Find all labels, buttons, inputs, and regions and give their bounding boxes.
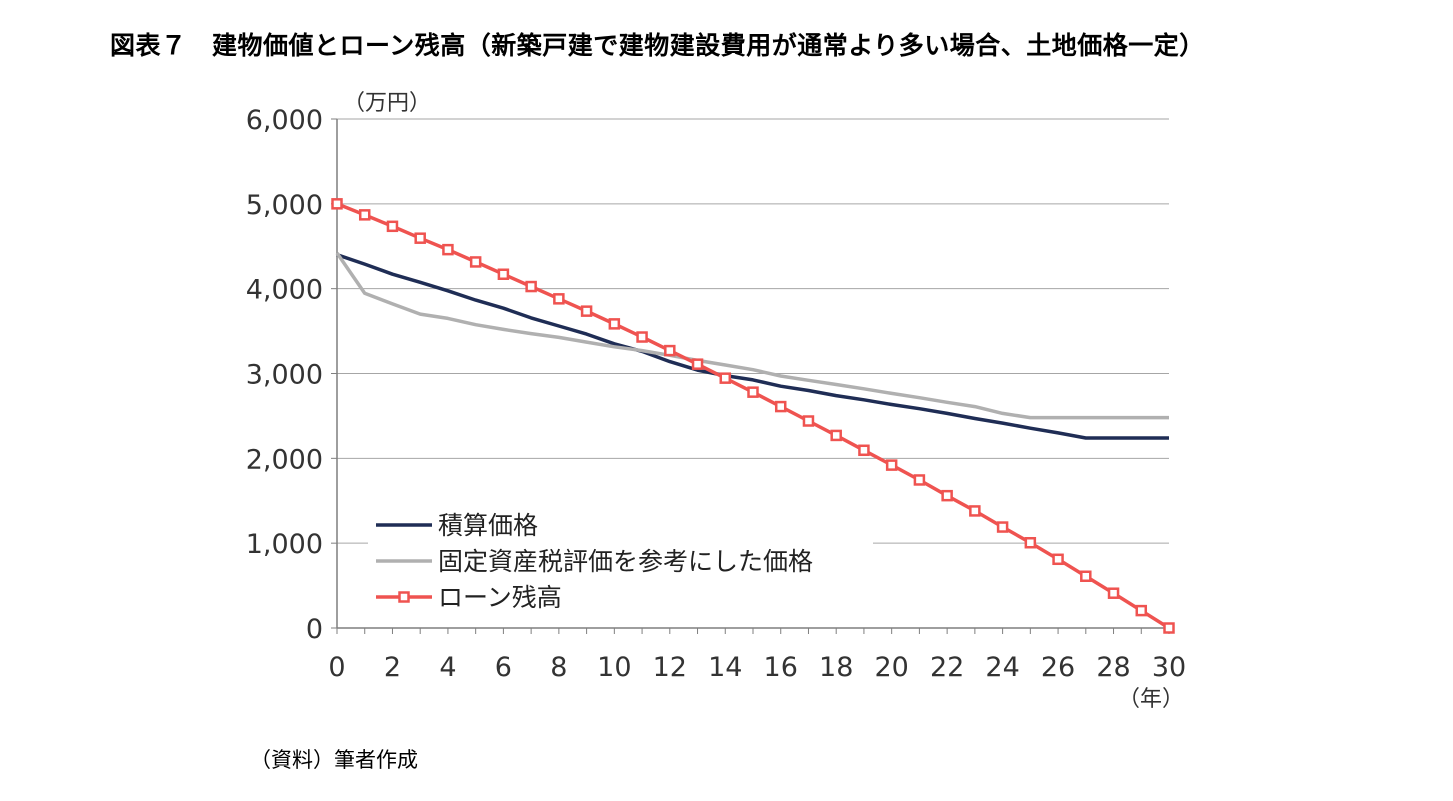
legend-label: ローン残高	[438, 583, 562, 612]
data-point-marker	[691, 358, 704, 370]
x-tick-label: 22	[930, 652, 964, 683]
x-tick-label: 8	[550, 652, 567, 683]
data-point-marker	[525, 280, 537, 293]
data-point-marker	[497, 268, 510, 280]
x-tick-label: 18	[819, 652, 853, 683]
data-point-marker	[331, 198, 343, 210]
data-point-marker	[580, 305, 593, 317]
data-point-marker	[1135, 604, 1148, 617]
data-point-marker	[608, 318, 621, 330]
x-tick-label: 24	[985, 652, 1019, 683]
data-point-marker	[941, 489, 953, 502]
legend-label: 積算価格	[438, 511, 538, 540]
series-line-1	[335, 252, 1169, 420]
chart-title: 図表７ 建物価値とローン残高（新築戸建で建物建設費用が通常より多い場合、土地価格…	[110, 31, 1205, 60]
x-tick-label: 10	[597, 652, 631, 683]
data-point-marker	[1107, 587, 1120, 599]
x-tick-label: 2	[384, 652, 401, 683]
data-point-marker	[1024, 536, 1037, 549]
legend-marker	[398, 591, 410, 603]
y-tick-label: 6,000	[246, 105, 323, 136]
x-tick-label: 14	[708, 652, 742, 683]
y-tick-label: 5,000	[246, 190, 323, 221]
x-unit-label: （年）	[1118, 687, 1184, 712]
series-lines	[331, 198, 1175, 634]
data-point-marker	[996, 521, 1009, 533]
data-point-marker	[469, 256, 482, 268]
x-tick-label: 6	[495, 652, 512, 683]
data-point-marker	[414, 232, 426, 244]
y-tick-label: 4,000	[246, 275, 323, 306]
data-point-marker	[1163, 622, 1175, 634]
y-tick-label: 0	[306, 614, 323, 645]
series-line-0	[336, 253, 1169, 440]
data-point-marker	[774, 400, 787, 413]
data-point-marker	[664, 344, 676, 357]
data-point-marker	[747, 386, 759, 398]
x-tick-label: 0	[328, 652, 345, 683]
data-point-marker	[636, 331, 648, 343]
data-point-marker	[358, 209, 371, 221]
x-tick-label: 28	[1096, 652, 1130, 683]
x-tick-label: 26	[1041, 652, 1075, 683]
data-point-marker	[830, 429, 842, 442]
x-tick-label: 20	[874, 652, 908, 683]
x-tick-label: 4	[439, 652, 456, 683]
x-tick-label: 12	[653, 652, 687, 683]
y-tick-label: 2,000	[246, 444, 323, 475]
x-tick-label: 16	[764, 652, 798, 683]
y-tick-label: 1,000	[246, 529, 323, 560]
legend-background	[368, 503, 873, 621]
data-point-marker	[1052, 553, 1064, 566]
y-tick-label: 3,000	[246, 360, 323, 391]
data-point-marker	[858, 444, 870, 457]
data-point-marker	[719, 372, 732, 384]
data-point-marker	[553, 293, 565, 305]
y-tick-labels: 0 1,000 2,000 3,000 4,000 5,000 6,000	[246, 105, 323, 645]
data-point-marker	[885, 459, 898, 471]
data-point-marker	[913, 474, 926, 486]
data-point-marker	[386, 220, 399, 233]
data-point-marker	[442, 243, 454, 256]
gridlines	[337, 118, 1169, 544]
x-tick-label: 30	[1152, 652, 1186, 683]
data-point-marker	[969, 505, 981, 517]
y-unit-label: （万円）	[343, 91, 431, 116]
data-point-marker	[802, 415, 815, 427]
source-note: （資料）筆者作成	[250, 748, 418, 772]
legend-label: 固定資産税評価を参考にした価格	[438, 547, 813, 576]
data-point-marker	[1080, 570, 1092, 583]
x-tick-labels: 0 2 4 6 8 10 12 14 16 18 20 22 24 26 28 30	[328, 652, 1186, 683]
